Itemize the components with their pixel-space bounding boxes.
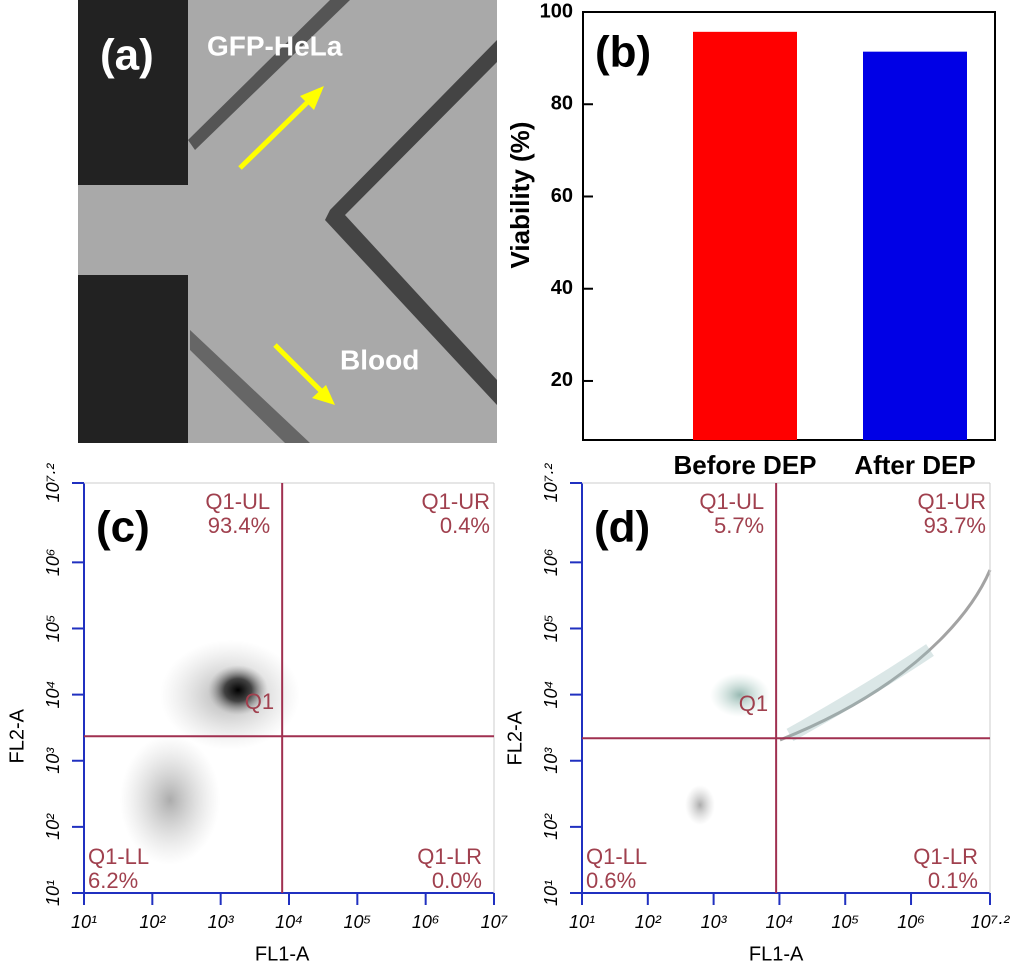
quadrant-percent: 0.6% <box>586 868 636 893</box>
annotation: Blood <box>340 344 419 375</box>
panel-label: (d) <box>594 503 650 552</box>
quadrant-percent: 0.4% <box>440 513 490 538</box>
y-tick-label: 100 <box>540 0 573 22</box>
events-d <box>685 569 992 825</box>
y-tick-label: 10⁴ <box>541 681 561 709</box>
panel-label: (c) <box>96 503 150 552</box>
x-tick-label: Before DEP <box>673 450 816 480</box>
quadrant-percent: 93.7% <box>924 513 986 538</box>
y-axis-label: Viability (%) <box>505 122 535 269</box>
y-tick-label: 20 <box>551 369 573 391</box>
x-tick-label: 10⁷ <box>481 912 508 932</box>
y-tick-label: 60 <box>551 185 573 207</box>
x-tick-label: 10⁷·² <box>971 912 1011 932</box>
x-tick-label: 10⁵ <box>344 912 372 932</box>
y-tick-label: 10¹ <box>541 880 561 906</box>
y-axis-label: FL2-A <box>504 710 526 765</box>
x-tick-label: 10⁶ <box>412 912 440 932</box>
y-tick-label: 10⁶ <box>541 549 561 577</box>
x-axis-label: FL1-A <box>749 943 804 965</box>
x-tick-label: After DEP <box>854 450 975 480</box>
gate-label: Q1 <box>245 689 274 714</box>
x-tick-label: 10² <box>635 912 662 932</box>
quadrant-name: Q1-LL <box>586 844 647 869</box>
y-tick-label: 10² <box>541 813 561 840</box>
y-axis-label: FL2-A <box>6 708 28 763</box>
x-tick-label: 10¹ <box>569 912 595 932</box>
x-tick-label: 10⁴ <box>766 912 794 932</box>
y-tick-label: 10⁷·² <box>541 463 561 503</box>
y-tick-label: 10⁶ <box>43 549 63 577</box>
y-tick-label: 10³ <box>43 747 63 774</box>
quadrant-name: Q1-UL <box>699 489 764 514</box>
quadrant-percent: 5.7% <box>714 513 764 538</box>
x-axis-label: FL1-A <box>255 943 310 965</box>
x-tick-label: 10⁶ <box>897 912 925 932</box>
quadrant-percent: 0.0% <box>432 868 482 893</box>
panel-label: (a) <box>100 31 154 80</box>
bar <box>863 51 967 441</box>
y-tick-label: 10⁵ <box>541 615 561 643</box>
x-tick-label: 10⁵ <box>831 912 859 932</box>
quadrant-percent: 6.2% <box>88 868 138 893</box>
quadrant-name: Q1-LR <box>417 844 482 869</box>
quadrant-name: Q1-UR <box>422 489 490 514</box>
y-tick-label: 10³ <box>541 747 561 774</box>
x-tick-label: 10² <box>139 912 166 932</box>
y-tick-label: 10⁵ <box>43 615 63 643</box>
y-tick-label: 80 <box>551 93 573 115</box>
x-tick-label: 10³ <box>701 912 728 932</box>
quadrant-name: Q1-UL <box>205 489 270 514</box>
gate-label: Q1 <box>739 691 768 716</box>
y-tick-label: 40 <box>551 277 573 299</box>
bar <box>693 31 797 440</box>
quadrant-name: Q1-LL <box>88 844 149 869</box>
annotation: GFP-HeLa <box>207 30 343 61</box>
x-tick-label: 10³ <box>208 912 235 932</box>
quadrant-percent: 93.4% <box>208 513 270 538</box>
y-tick-label: 10⁷·² <box>43 463 63 503</box>
x-tick-label: 10¹ <box>71 912 97 932</box>
quadrant-name: Q1-LR <box>913 844 978 869</box>
x-tick-label: 10⁴ <box>275 912 303 932</box>
y-tick-label: 10² <box>43 813 63 840</box>
y-tick-label: 10¹ <box>43 880 63 906</box>
events-c <box>120 640 300 865</box>
y-tick-label: 10⁴ <box>43 681 63 709</box>
quadrant-name: Q1-UR <box>918 489 986 514</box>
panel-label: (b) <box>595 28 651 77</box>
quadrant-percent: 0.1% <box>928 868 978 893</box>
micrograph <box>78 0 497 443</box>
